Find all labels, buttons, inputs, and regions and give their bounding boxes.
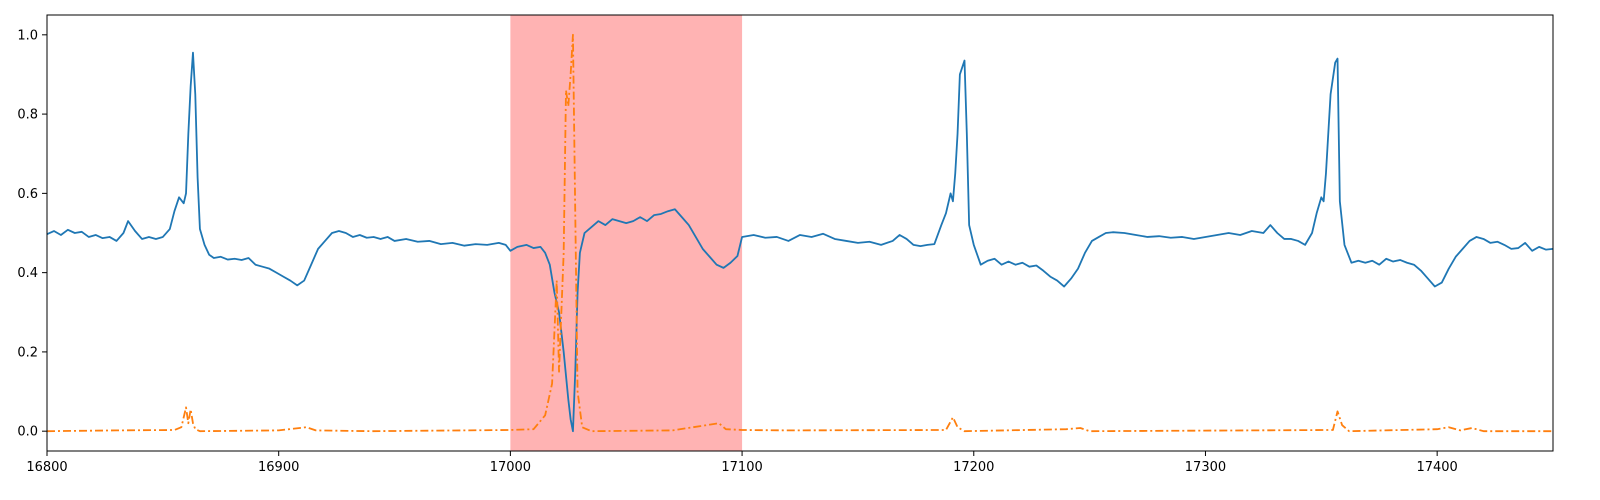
series-layer (46, 33, 1554, 433)
plot-frame (46, 14, 1554, 452)
x-tick-label: 17200 (953, 460, 994, 475)
x-tick-label: 17000 (490, 460, 531, 475)
x-tick-label: 16800 (26, 460, 67, 475)
y-tick-label: 0.8 (17, 108, 38, 123)
y-tick-label: 0.0 (17, 425, 38, 440)
series-line-1 (46, 51, 1554, 433)
x-tick-label: 17300 (1185, 460, 1226, 475)
highlight-region (510, 15, 743, 451)
x-tick-label: 17400 (1416, 460, 1457, 475)
x-tick-label: 16900 (258, 460, 299, 475)
y-tick-label: 0.6 (17, 187, 38, 202)
y-tick-label: 1.0 (17, 28, 38, 43)
y-tick-label: 0.4 (17, 266, 38, 281)
highlight-layer (510, 15, 743, 451)
ticks-layer: 16800 16900 17000 17100 17200 17300 17400 0.0 0.… (17, 28, 1458, 475)
series-line-2 (46, 33, 1553, 433)
y-tick-label: 0.2 (17, 345, 38, 360)
x-tick-label: 17100 (721, 460, 762, 475)
